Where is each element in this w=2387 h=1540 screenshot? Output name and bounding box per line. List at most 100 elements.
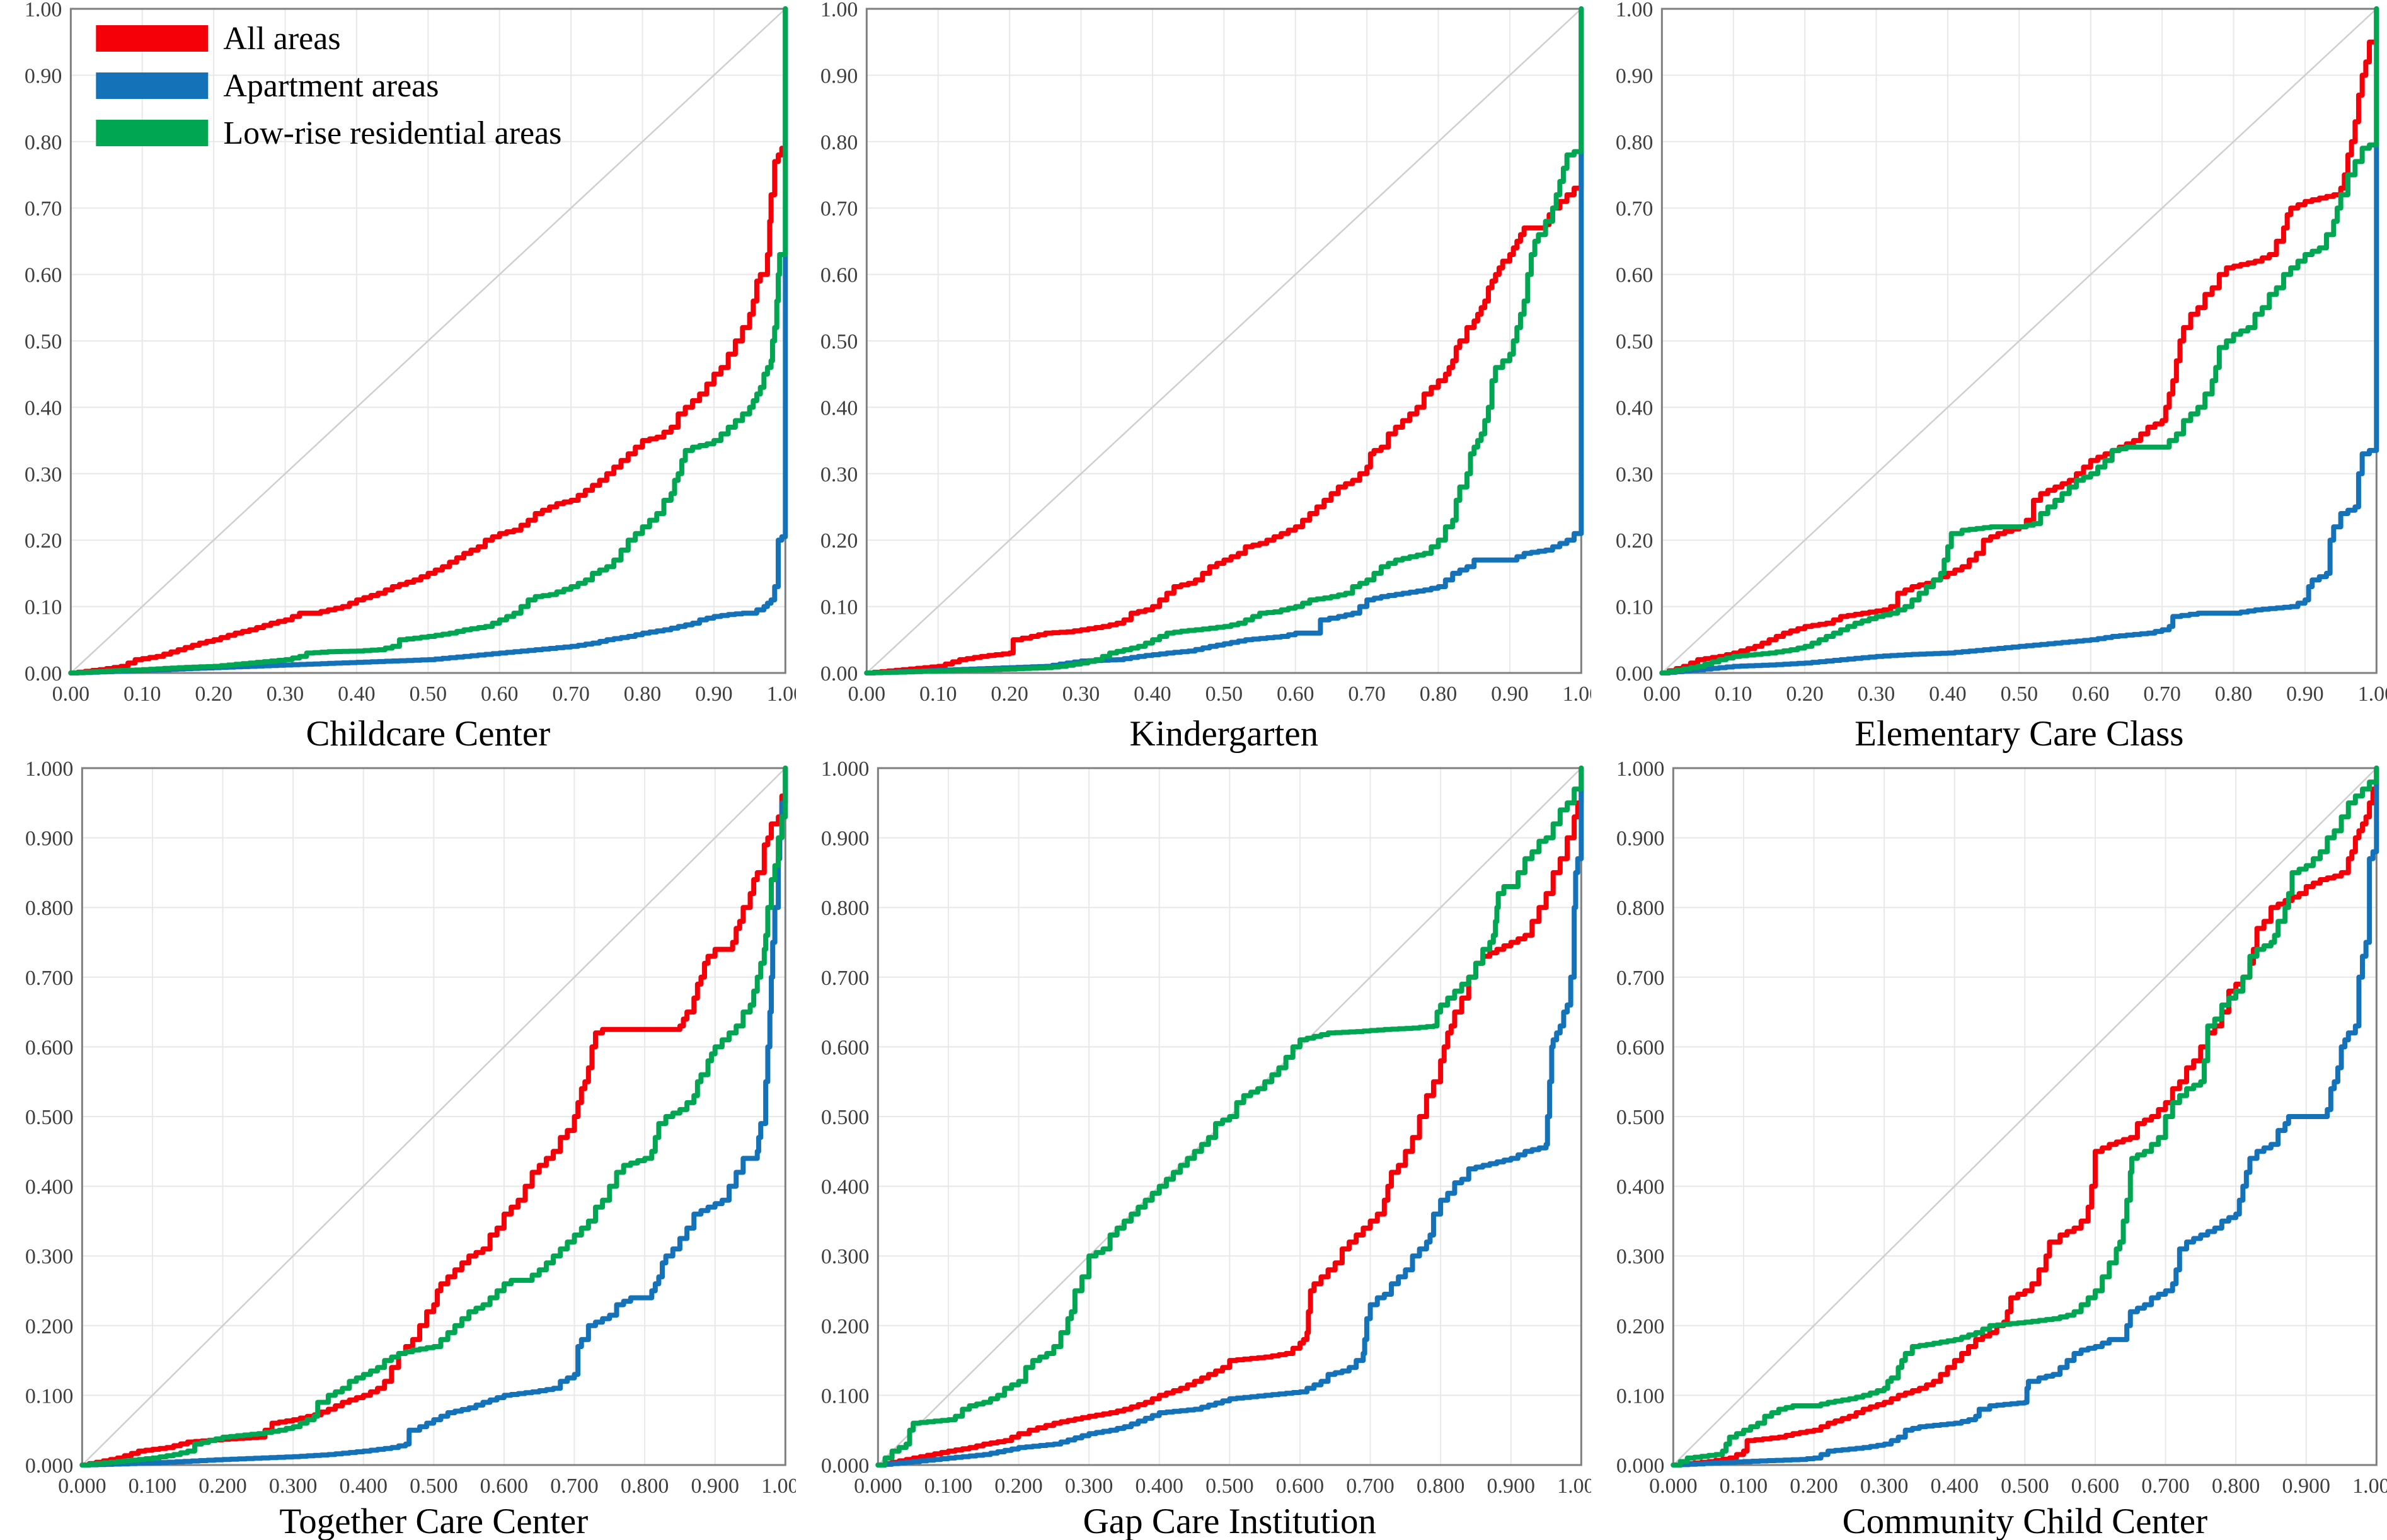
legend-swatch-all-areas: [96, 25, 209, 52]
svg-text:0.800: 0.800: [621, 1474, 669, 1498]
svg-text:0.80: 0.80: [624, 682, 662, 706]
legend-label-low-rise-residential-areas: Low-rise residential areas: [223, 115, 561, 151]
svg-text:1.000: 1.000: [1616, 759, 1665, 781]
svg-text:0.800: 0.800: [25, 897, 74, 920]
diagonal-reference-line: [1661, 8, 2378, 674]
svg-text:0.20: 0.20: [991, 682, 1028, 706]
svg-text:0.00: 0.00: [25, 662, 62, 686]
svg-text:0.000: 0.000: [854, 1474, 902, 1498]
svg-text:0.70: 0.70: [820, 197, 858, 221]
svg-text:0.50: 0.50: [820, 330, 858, 353]
svg-text:0.900: 0.900: [1487, 1474, 1535, 1498]
svg-text:0.600: 0.600: [480, 1474, 529, 1498]
svg-text:1.000: 1.000: [761, 1474, 796, 1498]
svg-text:0.70: 0.70: [25, 197, 62, 221]
svg-text:0.400: 0.400: [339, 1474, 388, 1498]
svg-text:0.60: 0.60: [1277, 682, 1314, 706]
svg-text:0.00: 0.00: [52, 682, 90, 706]
x-axis-tick-labels: 0.000 0.100 0.200 0.300 0.400 0.500 0.600 0.700…: [1649, 1474, 2387, 1498]
x-axis-tick-labels: 0.000 0.100 0.200 0.300 0.400 0.500 0.600 0.700…: [58, 1474, 796, 1498]
x-axis-tick-labels: 0.00 0.10 0.20 0.30 0.40 0.50 0.60 0.70 0.80 0.90…: [1643, 682, 2387, 706]
diagonal-reference-line: [1672, 767, 2378, 1466]
series-line-low-rise-residential-areas: [1659, 6, 2379, 675]
svg-text:0.20: 0.20: [820, 529, 858, 553]
svg-text:0.30: 0.30: [267, 682, 304, 706]
svg-text:0.80: 0.80: [820, 131, 858, 154]
svg-text:0.400: 0.400: [820, 1176, 869, 1199]
svg-text:0.90: 0.90: [1491, 682, 1529, 706]
y-axis-tick-labels: 0.00 0.10 0.20 0.30 0.40 0.50 0.60 0.70 0.80 0.90…: [820, 0, 858, 686]
svg-text:0.000: 0.000: [25, 1454, 74, 1478]
svg-text:0.50: 0.50: [1616, 330, 1654, 353]
y-axis-tick-labels: 0.00 0.10 0.20 0.30 0.40 0.50 0.60 0.70 0.80 0.90…: [25, 0, 62, 686]
svg-text:0.10: 0.10: [820, 596, 858, 619]
series-line-all-areas: [1659, 6, 2379, 675]
svg-text:0.00: 0.00: [820, 662, 858, 686]
svg-text:0.40: 0.40: [1930, 682, 1967, 706]
panel-childcare-center: 0.00 0.10 0.20 0.30 0.40 0.50 0.60 0.70 0.80 0.90…: [0, 0, 796, 759]
y-axis-tick-labels: 0.000 0.100 0.200 0.300 0.400 0.500 0.600 0.700…: [25, 759, 74, 1478]
svg-text:0.90: 0.90: [1616, 64, 1654, 88]
svg-text:0.000: 0.000: [1616, 1454, 1665, 1478]
series-line-all-areas: [875, 766, 1584, 1468]
svg-text:1.000: 1.000: [1557, 1474, 1592, 1498]
svg-text:0.40: 0.40: [1616, 396, 1654, 420]
svg-text:0.10: 0.10: [1715, 682, 1752, 706]
legend-label-all-areas: All areas: [223, 21, 340, 57]
series-line-apartment-areas: [79, 766, 788, 1468]
svg-text:0.600: 0.600: [1275, 1474, 1324, 1498]
svg-text:0.80: 0.80: [25, 131, 62, 154]
svg-text:0.90: 0.90: [2287, 682, 2325, 706]
svg-text:0.700: 0.700: [550, 1474, 599, 1498]
svg-text:0.700: 0.700: [2142, 1474, 2190, 1498]
svg-text:0.50: 0.50: [1205, 682, 1243, 706]
svg-text:0.50: 0.50: [2001, 682, 2039, 706]
svg-text:0.20: 0.20: [195, 682, 233, 706]
svg-text:1.000: 1.000: [820, 759, 869, 781]
svg-text:0.400: 0.400: [1616, 1176, 1665, 1199]
svg-text:0.600: 0.600: [25, 1036, 74, 1059]
svg-text:0.90: 0.90: [695, 682, 733, 706]
series-line-apartment-areas: [1671, 766, 2379, 1468]
svg-text:0.60: 0.60: [820, 264, 858, 287]
svg-text:1.00: 1.00: [2358, 682, 2387, 706]
svg-text:0.00: 0.00: [1643, 682, 1681, 706]
svg-text:0.80: 0.80: [1616, 131, 1654, 154]
svg-text:0.700: 0.700: [25, 967, 74, 990]
diagonal-reference-line: [81, 767, 786, 1466]
svg-text:1.00: 1.00: [767, 682, 796, 706]
chart-title: Together Care Center: [279, 1502, 588, 1540]
plot-border: [877, 767, 1582, 1466]
chart-svg-childcare-center: 0.00 0.10 0.20 0.30 0.40 0.50 0.60 0.70 0.80 0.90…: [25, 0, 796, 754]
svg-text:0.500: 0.500: [25, 1106, 74, 1129]
svg-text:0.10: 0.10: [25, 596, 62, 619]
svg-text:0.30: 0.30: [1616, 463, 1654, 486]
svg-text:0.200: 0.200: [1790, 1474, 1839, 1498]
svg-text:0.800: 0.800: [820, 897, 869, 920]
x-axis-tick-labels: 0.000 0.100 0.200 0.300 0.400 0.500 0.600 0.700…: [854, 1474, 1592, 1498]
svg-text:0.900: 0.900: [1616, 827, 1665, 851]
series-line-apartment-areas: [875, 766, 1584, 1468]
svg-text:0.700: 0.700: [820, 967, 869, 990]
series-line-low-rise-residential-areas: [68, 6, 788, 675]
y-axis-tick-labels: 0.000 0.100 0.200 0.300 0.400 0.500 0.600 0.700…: [820, 759, 869, 1478]
series-line-low-rise-residential-areas: [875, 766, 1584, 1468]
chart-svg-elementary-care-class: 0.00 0.10 0.20 0.30 0.40 0.50 0.60 0.70 0.80 0.90…: [1616, 0, 2387, 754]
series-line-apartment-areas: [1659, 6, 2379, 675]
panel-elementary-care-class: 0.00 0.10 0.20 0.30 0.40 0.50 0.60 0.70 0.80 0.90…: [1591, 0, 2387, 759]
y-axis-tick-labels: 0.00 0.10 0.20 0.30 0.40 0.50 0.60 0.70 0.80 0.90…: [1616, 0, 1654, 686]
svg-text:0.900: 0.900: [2282, 1474, 2331, 1498]
svg-text:0.800: 0.800: [1417, 1474, 1465, 1498]
svg-text:0.30: 0.30: [1858, 682, 1895, 706]
chart-svg-gap-care-institution: 0.000 0.100 0.200 0.300 0.400 0.500 0.600 0.700…: [820, 759, 1592, 1540]
svg-text:0.40: 0.40: [25, 396, 62, 420]
svg-text:0.100: 0.100: [129, 1474, 177, 1498]
svg-text:0.100: 0.100: [25, 1384, 74, 1408]
svg-text:0.200: 0.200: [820, 1315, 869, 1338]
svg-text:1.00: 1.00: [820, 0, 858, 21]
plot-border: [1672, 767, 2378, 1466]
panel-gap-care-institution: 0.000 0.100 0.200 0.300 0.400 0.500 0.600 0.700…: [795, 759, 1592, 1540]
svg-text:0.100: 0.100: [924, 1474, 972, 1498]
svg-text:0.600: 0.600: [2071, 1474, 2120, 1498]
